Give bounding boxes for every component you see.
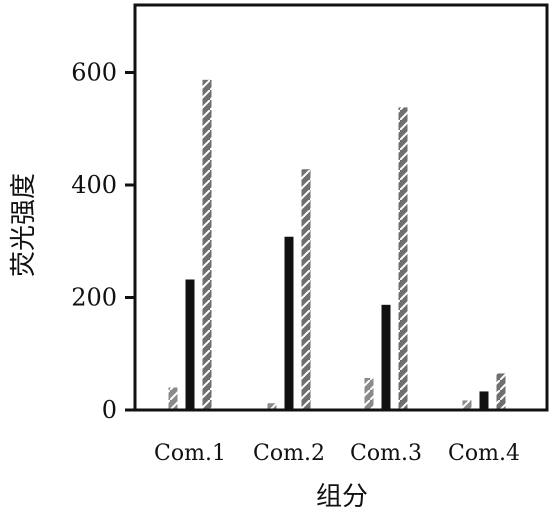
bar-2-com1 [185,279,195,410]
y-tick-label: 0 [102,396,117,424]
bar-2-com2 [284,236,294,410]
bar-3-com1 [202,79,212,410]
x-category-label: Com.2 [253,441,325,466]
y-tick-label: 600 [71,59,117,87]
y-tick-label: 200 [71,284,117,312]
x-axis-title: 组分 [316,482,368,512]
bar-2-com3 [381,304,391,410]
bar-1-com3 [364,377,374,410]
x-category-label: Com.3 [350,441,422,466]
y-axis-ticks: 0 200 400 600 [71,59,135,424]
bar-2-com4 [479,391,489,410]
y-tick-label: 400 [71,171,117,199]
bar-3-com2 [301,169,311,410]
bar-1-com2 [267,403,277,410]
bar-3-com3 [398,107,408,410]
bars-layer [168,79,506,410]
bar-3-com4 [496,373,506,410]
bar-1-com4 [462,400,472,410]
x-category-label: Com.1 [154,441,226,466]
x-category-label: Com.4 [448,441,520,466]
bar-1-com1 [168,387,178,410]
x-axis-categories: Com.1 Com.2 Com.3 Com.4 [154,441,520,466]
y-axis-title: 荧光强度 [9,173,39,277]
plot-frame [133,3,549,412]
